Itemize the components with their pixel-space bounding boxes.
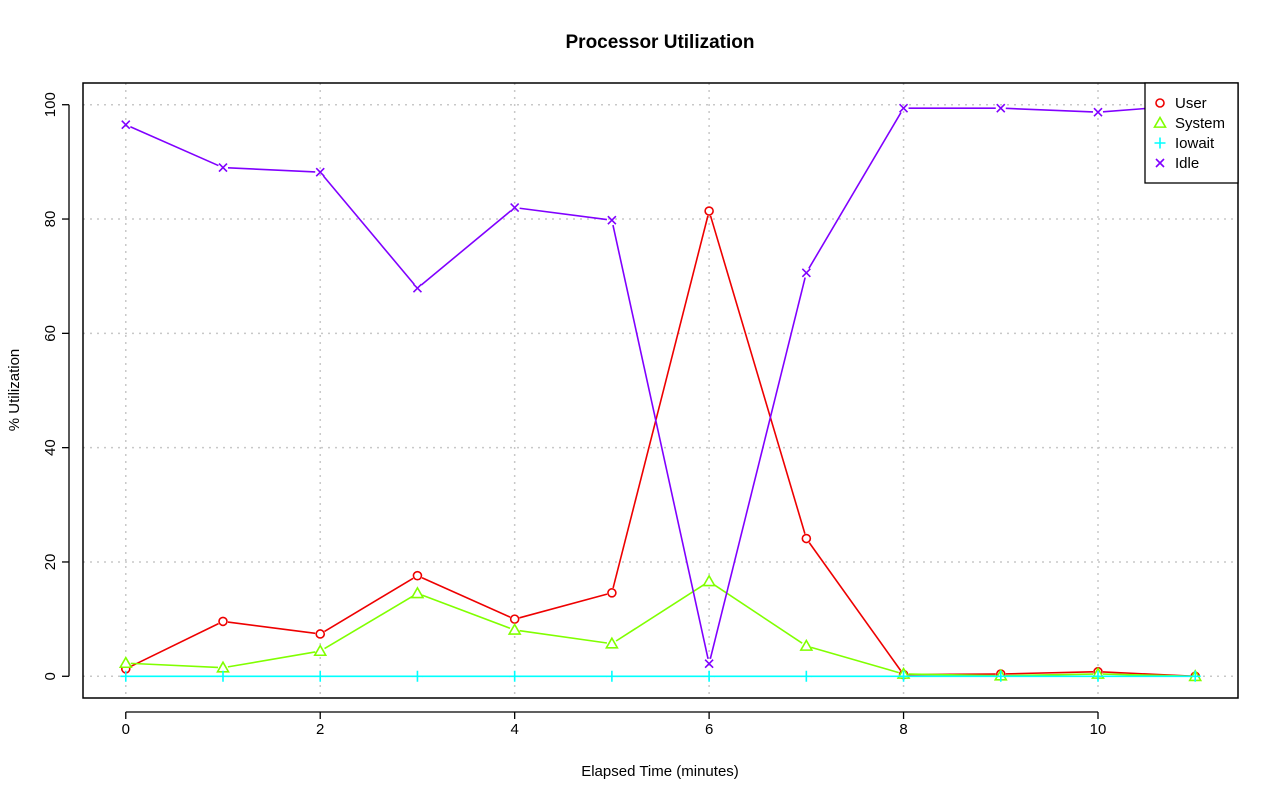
series-iowait bbox=[120, 670, 1201, 682]
legend-marker-idle bbox=[1155, 158, 1165, 168]
series-user-segment bbox=[324, 577, 414, 633]
y-tick-label: 100 bbox=[42, 92, 59, 117]
y-tick-label: 40 bbox=[42, 439, 59, 456]
legend: User System Iowait Idle bbox=[1144, 82, 1239, 184]
series-system-segment bbox=[615, 583, 706, 642]
series-iowait-point bbox=[509, 670, 521, 682]
series-system-point bbox=[702, 574, 716, 587]
x-tick-label: 4 bbox=[510, 721, 518, 738]
legend-label-user: User bbox=[1175, 95, 1207, 112]
x-tick-label: 2 bbox=[316, 721, 324, 738]
series-iowait-point bbox=[411, 670, 423, 682]
x-tick-label: 6 bbox=[705, 721, 713, 738]
series-idle-point bbox=[315, 167, 325, 177]
series-user-point bbox=[412, 570, 423, 581]
plot-frame bbox=[82, 82, 1239, 699]
series-idle-segment bbox=[519, 207, 608, 221]
chart-title: Processor Utilization bbox=[566, 32, 755, 53]
series-user-segment bbox=[709, 215, 806, 534]
series-idle-point bbox=[412, 283, 423, 293]
series-idle-segment bbox=[420, 210, 512, 286]
series-idle-point bbox=[898, 103, 909, 113]
y-tick-label: 0 bbox=[42, 672, 59, 680]
series-idle-point bbox=[607, 215, 617, 225]
series-system-segment bbox=[421, 594, 511, 629]
series-iowait-point bbox=[703, 670, 715, 682]
legend-marker-iowait bbox=[1154, 137, 1166, 149]
series-user-point bbox=[704, 206, 714, 216]
series-user-segment bbox=[612, 215, 709, 589]
series-idle-segment bbox=[322, 175, 415, 285]
series-iowait-point bbox=[800, 670, 812, 682]
series-user-segment bbox=[808, 542, 902, 671]
series-idle-point bbox=[996, 103, 1006, 113]
series-idle-segment bbox=[612, 224, 709, 659]
y-axis-label: % Utilization bbox=[6, 349, 23, 432]
series-idle-point bbox=[121, 120, 131, 130]
series-idle-segment bbox=[709, 277, 806, 660]
series-iowait-point bbox=[1189, 670, 1201, 682]
x-tick-label: 0 bbox=[122, 721, 130, 738]
legend-label-system: System bbox=[1175, 115, 1225, 132]
series-idle-segment bbox=[130, 126, 219, 167]
series-idle-point bbox=[1093, 107, 1103, 117]
series-layer bbox=[118, 100, 1203, 682]
series-system-segment bbox=[324, 595, 414, 650]
legend-marker-user bbox=[1155, 98, 1165, 108]
series-idle-point bbox=[218, 163, 228, 173]
series-system-segment bbox=[1005, 673, 1094, 677]
legend-label-idle: Idle bbox=[1175, 155, 1199, 172]
series-user-point bbox=[315, 629, 326, 639]
series-system-point bbox=[605, 636, 619, 649]
x-axis-label: Elapsed Time (minutes) bbox=[581, 763, 739, 780]
series-idle-point bbox=[510, 203, 520, 213]
series-system-point bbox=[216, 660, 230, 673]
y-tick-label: 20 bbox=[42, 554, 59, 571]
series-system-segment bbox=[227, 651, 316, 668]
series-user-point bbox=[509, 614, 520, 624]
legend-marker-system bbox=[1153, 115, 1167, 128]
series-user-point bbox=[218, 616, 228, 627]
series-iowait-point bbox=[217, 670, 229, 682]
series-system-point bbox=[313, 644, 328, 657]
series-user-segment bbox=[421, 576, 511, 618]
y-tick-label: 60 bbox=[42, 325, 59, 342]
series-idle-segment bbox=[1005, 107, 1094, 113]
series-idle-segment bbox=[227, 167, 316, 173]
series-system-segment bbox=[130, 662, 219, 669]
series-user-segment bbox=[519, 593, 608, 619]
y-tick-label: 80 bbox=[42, 211, 59, 228]
series-system-point bbox=[799, 638, 814, 651]
series-system-point bbox=[118, 656, 133, 669]
series-idle-segment bbox=[808, 112, 902, 269]
series-iowait-point bbox=[606, 670, 618, 682]
series-idle bbox=[121, 100, 1200, 669]
series-system-segment bbox=[712, 583, 803, 644]
series-iowait-point bbox=[1092, 670, 1104, 682]
series-idle-point bbox=[704, 659, 714, 669]
series-system-point bbox=[507, 622, 522, 635]
legend-label-iowait: Iowait bbox=[1175, 135, 1215, 152]
x-tick-label: 10 bbox=[1090, 721, 1107, 738]
series-user-point bbox=[801, 533, 812, 544]
series-system-segment bbox=[810, 646, 899, 674]
series-iowait-point bbox=[995, 670, 1007, 682]
series-iowait-point bbox=[898, 670, 910, 682]
series-user-point bbox=[607, 588, 617, 598]
series-user-segment bbox=[1005, 671, 1094, 675]
series-idle-point bbox=[801, 268, 811, 278]
series-system bbox=[118, 574, 1203, 682]
series-system-segment bbox=[519, 629, 608, 644]
series-user-segment bbox=[129, 622, 219, 668]
grid bbox=[83, 83, 1238, 698]
series-system-point bbox=[410, 586, 425, 599]
series-iowait-point bbox=[120, 670, 132, 682]
x-tick-label: 8 bbox=[899, 721, 907, 738]
series-system-segment bbox=[908, 673, 996, 677]
series-user-segment bbox=[227, 621, 316, 635]
series-iowait-point bbox=[314, 670, 326, 682]
